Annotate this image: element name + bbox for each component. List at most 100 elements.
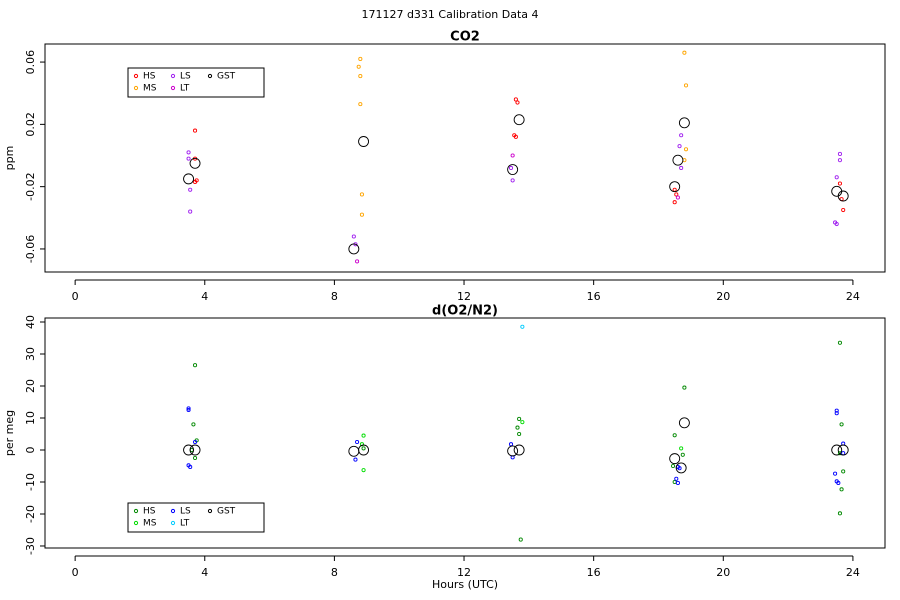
data-point <box>834 221 839 227</box>
data-point <box>183 173 195 185</box>
data-point <box>677 466 682 471</box>
y-tick-label: 40 <box>24 315 37 329</box>
data-point <box>508 165 514 171</box>
legend-marker <box>133 73 139 79</box>
data-point <box>837 181 843 186</box>
y-tick-label: -30 <box>24 537 37 555</box>
data-point <box>186 150 191 155</box>
data-point <box>188 187 193 192</box>
data-point <box>834 175 839 180</box>
data-point <box>669 453 681 465</box>
data-point <box>675 480 680 485</box>
data-point <box>678 117 690 129</box>
data-point <box>831 185 843 197</box>
data-point <box>191 422 196 427</box>
data-point <box>672 433 677 438</box>
x-tick-label: 12 <box>457 566 471 579</box>
data-point <box>188 464 193 469</box>
data-point <box>183 444 195 456</box>
data-point <box>683 147 689 152</box>
data-point <box>682 50 687 55</box>
data-point <box>517 431 522 437</box>
data-point <box>194 178 199 183</box>
data-point <box>358 56 363 62</box>
data-point <box>672 479 677 485</box>
y-tick-label: 30 <box>24 347 37 361</box>
data-point <box>520 420 525 425</box>
data-point <box>358 136 370 147</box>
data-point <box>358 102 363 107</box>
x-axis-label: Hours (UTC) <box>432 578 498 591</box>
x-tick-label: 24 <box>846 290 860 303</box>
data-point <box>678 417 690 429</box>
y-axis-label: per meg <box>3 410 16 456</box>
panel-title: CO2 <box>450 30 480 45</box>
y-tick-label: -20 <box>24 505 37 523</box>
data-point <box>515 100 520 105</box>
data-point <box>515 425 520 430</box>
data-point <box>836 480 841 485</box>
legend-marker <box>133 520 139 526</box>
data-point <box>837 151 843 157</box>
data-point <box>672 187 677 192</box>
data-point <box>186 406 191 411</box>
legend-label: LT <box>180 84 190 94</box>
legend-marker <box>133 85 139 91</box>
data-point <box>677 144 682 149</box>
data-point <box>192 439 198 445</box>
data-point <box>513 114 525 126</box>
data-point <box>351 234 356 239</box>
data-point <box>841 469 846 474</box>
data-point <box>348 243 360 255</box>
data-point <box>513 97 518 102</box>
y-tick-label: 0.06 <box>24 50 37 75</box>
data-point <box>834 411 839 416</box>
data-point <box>189 447 194 453</box>
data-point <box>675 462 687 474</box>
data-point <box>189 444 201 456</box>
x-tick-label: 16 <box>587 290 601 303</box>
legend-marker <box>207 508 213 514</box>
data-point <box>513 444 525 456</box>
data-point <box>359 212 364 217</box>
y-tick-label: -10 <box>24 473 37 491</box>
y-tick-label: 0 <box>24 446 37 453</box>
data-point <box>359 192 364 197</box>
y-tick-label: 20 <box>24 379 37 393</box>
data-point <box>192 128 198 133</box>
data-point <box>361 468 366 473</box>
legend-label: MS <box>143 519 157 529</box>
legend-marker <box>170 508 176 514</box>
legend-marker <box>133 508 139 514</box>
data-point <box>361 433 366 438</box>
data-point <box>837 511 843 516</box>
data-point <box>839 487 844 492</box>
data-point <box>674 192 679 197</box>
legend-label: LT <box>180 519 190 529</box>
data-point <box>834 408 839 413</box>
data-point <box>355 439 360 445</box>
data-point <box>353 457 358 462</box>
data-point <box>671 463 676 469</box>
x-tick-label: 8 <box>331 290 338 303</box>
x-tick-label: 12 <box>457 290 471 303</box>
data-point <box>841 207 846 213</box>
data-point <box>679 133 684 138</box>
legend-label: GST <box>217 507 236 517</box>
data-point <box>839 422 844 427</box>
data-point <box>518 537 523 542</box>
y-tick-label: 10 <box>24 411 37 425</box>
legend-marker <box>207 73 213 79</box>
data-point <box>510 153 515 158</box>
x-tick-label: 20 <box>716 290 730 303</box>
data-point <box>356 64 361 69</box>
y-tick-label: -0.06 <box>24 235 37 263</box>
data-point <box>355 259 360 264</box>
legend-box <box>127 67 265 98</box>
data-point <box>358 444 370 456</box>
data-point <box>188 209 193 214</box>
data-point <box>672 154 684 166</box>
data-point <box>679 446 684 451</box>
